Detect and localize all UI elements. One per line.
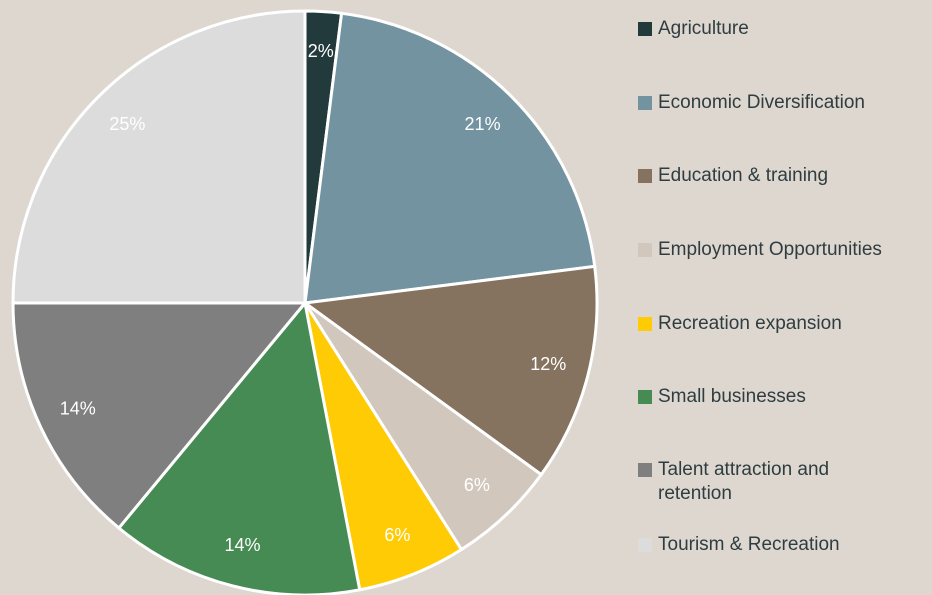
legend-item: Employment Opportunities — [638, 238, 932, 262]
legend-label: Education & training — [658, 165, 829, 186]
pie-slice — [116, 299, 362, 595]
legend-label: Tourism & Recreation — [658, 534, 840, 555]
legend-item: Agriculture — [638, 17, 932, 41]
legend-item: Education & training — [638, 164, 932, 188]
legend-swatch — [638, 317, 652, 331]
legend-item: Economic Diversification — [638, 91, 932, 115]
value-label: 14% — [225, 535, 261, 555]
legend-label: Agriculture — [658, 18, 749, 39]
legend-item: Small businesses — [638, 385, 932, 409]
legend-swatch — [638, 96, 652, 110]
pie-slice — [11, 9, 307, 305]
legend-label: Employment Opportunities — [658, 239, 882, 260]
value-label: 6% — [464, 475, 490, 495]
legend-swatch — [638, 538, 652, 552]
pie-slice — [301, 264, 599, 477]
legend-item: Tourism & Recreation — [638, 533, 932, 557]
pie-slice — [11, 301, 309, 531]
value-label: 6% — [384, 525, 410, 545]
legend-swatch — [638, 22, 652, 36]
legend-swatch — [638, 390, 652, 404]
legend-swatch — [638, 169, 652, 183]
legend-label: Recreation expansion — [658, 313, 842, 334]
legend-item: Talent attraction and retention — [638, 458, 932, 506]
value-label: 21% — [465, 114, 501, 134]
legend-swatch — [638, 243, 652, 257]
value-label: 2% — [308, 41, 334, 61]
pie-slice — [303, 11, 597, 305]
legend-label: Economic Diversification — [658, 92, 865, 113]
legend-item: Recreation expansion — [638, 312, 932, 336]
legend-swatch — [638, 463, 652, 477]
legend-label: Small businesses — [658, 386, 806, 407]
value-label: 12% — [530, 354, 566, 374]
value-label: 14% — [60, 399, 96, 419]
legend-label: Talent attraction and retention — [658, 459, 830, 504]
value-label: 25% — [109, 114, 145, 134]
